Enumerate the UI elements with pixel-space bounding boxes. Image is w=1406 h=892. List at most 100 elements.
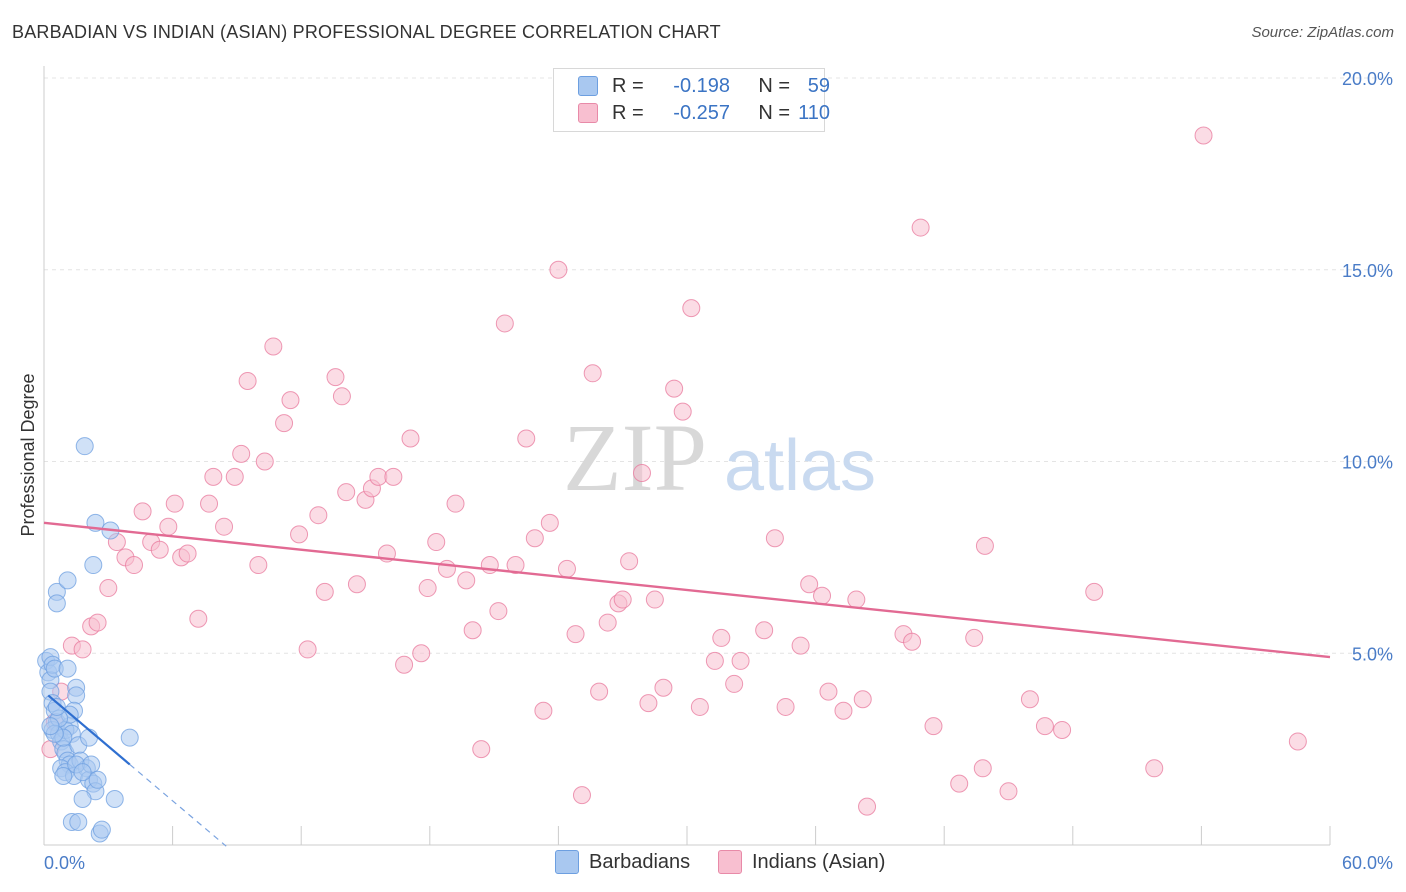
data-point [975, 536, 994, 555]
data-point [88, 770, 107, 789]
data-point [281, 391, 300, 410]
data-point [583, 364, 602, 383]
legend-n-label: N = [758, 101, 790, 124]
data-point [238, 371, 257, 390]
data-point [463, 621, 482, 640]
data-point [965, 628, 984, 647]
grid [44, 77, 1392, 654]
watermark-zip: ZIP [563, 404, 707, 511]
data-point [566, 625, 585, 644]
data-point [165, 494, 184, 513]
data-point [418, 579, 437, 598]
data-point [924, 717, 943, 736]
data-point [47, 594, 66, 613]
data-point [506, 556, 525, 575]
data-point [665, 379, 684, 398]
watermark-atlas: atlas [724, 426, 876, 506]
data-point [517, 429, 536, 448]
data-point [41, 717, 60, 736]
data-point [384, 467, 403, 486]
y-tick-label: 15.0% [1342, 261, 1393, 281]
data-point [332, 387, 351, 406]
data-point [495, 314, 514, 333]
data-point [598, 613, 617, 632]
data-point [215, 517, 234, 536]
legend-row-indians: R = -0.257 N = 110 [578, 100, 830, 126]
trend-line-barbadians [47, 694, 131, 766]
tick-labels: 5.0% 10.0% 15.0% 20.0% 0.0% 60.0% [44, 69, 1393, 873]
y-tick-label: 10.0% [1342, 453, 1393, 473]
data-point [347, 575, 366, 594]
data-point [632, 464, 651, 483]
data-point [99, 579, 118, 598]
data-point [755, 621, 774, 640]
legend-n-value: 110 [798, 101, 830, 124]
data-point [765, 529, 784, 548]
data-point [395, 655, 414, 674]
legend-swatch-barbadians [578, 76, 598, 96]
data-point [973, 759, 992, 778]
data-point [1020, 690, 1039, 709]
data-point [472, 740, 491, 759]
data-point [178, 544, 197, 563]
data-point [58, 659, 77, 678]
data-point [489, 602, 508, 621]
data-point [264, 337, 283, 356]
data-point [725, 674, 744, 693]
data-point [853, 690, 872, 709]
data-point [1288, 732, 1307, 751]
data-point [673, 402, 692, 421]
data-point [73, 789, 92, 808]
bottom-swatch-barbadians [555, 850, 579, 874]
y-axis-label: Professional Degree [18, 373, 38, 536]
data-point [690, 697, 709, 716]
bottom-swatch-indians [718, 850, 742, 874]
legend-swatch-indians [578, 103, 598, 123]
data-point [58, 571, 77, 590]
data-point [159, 517, 178, 536]
data-point [457, 571, 476, 590]
data-point [999, 782, 1018, 801]
bottom-legend-indians: Indians (Asian) [718, 850, 885, 874]
data-point [645, 590, 664, 609]
bottom-legend-label: Barbadians [589, 850, 691, 873]
legend-r-value: -0.198 [673, 74, 730, 97]
data-point [427, 533, 446, 552]
data-point [847, 590, 866, 609]
data-point [67, 686, 86, 705]
data-point [800, 575, 819, 594]
data-point [150, 540, 169, 559]
data-point [813, 586, 832, 605]
data-point [298, 640, 317, 659]
data-point [412, 644, 431, 663]
data-point [73, 640, 92, 659]
data-point [1035, 717, 1054, 736]
x-tick-label-max: 60.0% [1342, 853, 1393, 873]
data-point [88, 613, 107, 632]
data-point [84, 556, 103, 575]
data-point [446, 494, 465, 513]
legend-r-value: -0.257 [673, 101, 730, 124]
data-point [858, 797, 877, 816]
data-point [437, 559, 456, 578]
data-point [369, 467, 388, 486]
data-point [534, 701, 553, 720]
data-point [337, 483, 356, 502]
data-point [189, 609, 208, 628]
data-point [639, 694, 658, 713]
legend-r-label: R = [612, 74, 644, 97]
chart-title: BARBADIAN VS INDIAN (ASIAN) PROFESSIONAL… [12, 22, 721, 42]
data-point [47, 697, 66, 716]
data-point [712, 628, 731, 647]
trend-line-barbadians-extension [129, 764, 227, 847]
data-point [731, 651, 750, 670]
legend-row-barbadians: R = -0.198 N = 59 [578, 73, 830, 99]
data-point [525, 529, 544, 548]
data-point [540, 513, 559, 532]
data-point [290, 525, 309, 544]
legend-r-label: R = [612, 101, 644, 124]
trend-line-indians [43, 521, 1331, 659]
data-point [232, 444, 251, 463]
data-point [69, 812, 88, 831]
data-point [549, 260, 568, 279]
